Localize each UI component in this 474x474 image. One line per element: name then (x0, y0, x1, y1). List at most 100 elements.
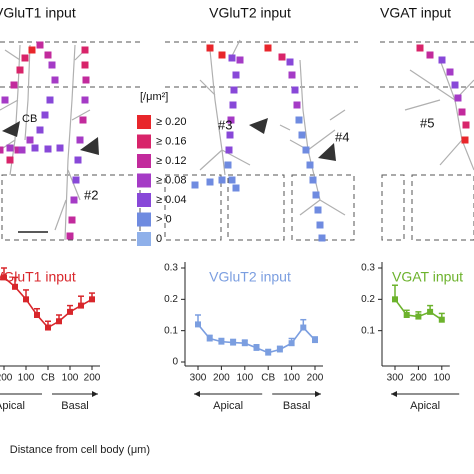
synapse-square (312, 191, 320, 199)
synapse-square (14, 146, 22, 154)
legend-label: ≥ 0.04 (156, 194, 187, 206)
synapse-square (228, 54, 236, 62)
arrow-head (391, 391, 397, 397)
x-tick-label: 200 (0, 373, 13, 384)
data-point (1, 274, 7, 281)
synapse-square (1, 96, 9, 104)
legend-label: ≥ 0.12 (156, 155, 187, 167)
synapse-square (6, 156, 14, 164)
synapse-square (36, 126, 44, 134)
synapse-square (286, 58, 294, 66)
chart-title: VGluT1 input (0, 269, 76, 285)
cell-label: #2 (84, 187, 98, 202)
data-point (265, 349, 272, 356)
synapse-square (461, 136, 469, 144)
synapse-square (68, 216, 76, 224)
synapse-square (314, 206, 322, 214)
synapse-square (56, 144, 64, 152)
synapse-square (264, 44, 272, 52)
synapse-square (298, 131, 306, 139)
synapse-square (51, 76, 59, 84)
synapse-square (79, 116, 87, 124)
synapse-square (41, 111, 49, 119)
synapse-square (18, 146, 26, 154)
legend-swatch (137, 173, 151, 188)
synapse-square (70, 196, 78, 204)
arrowheads (2, 118, 336, 161)
arrow-head (194, 391, 200, 397)
synapse-square (227, 116, 235, 124)
synapse-square (416, 44, 424, 52)
data-point (438, 316, 445, 323)
legend-label: > 0 (156, 213, 172, 225)
synapse-square (462, 121, 470, 129)
synapse-square (191, 181, 199, 189)
synapse-square (21, 54, 29, 62)
data-point (34, 312, 40, 318)
synapse-square (446, 68, 454, 76)
synapse-square (318, 234, 326, 242)
synapse-square (0, 146, 4, 154)
synapse-square (81, 46, 89, 54)
cell-label: #4 (335, 129, 349, 144)
y-tick-label: 0.2 (361, 294, 375, 305)
data-point (23, 296, 29, 303)
x-axis-label: Distance from cell body (μm) (10, 444, 150, 456)
synapse-square (224, 161, 232, 169)
cell-label: CB (22, 113, 37, 125)
x-tick-label: 100 (62, 373, 79, 384)
synapse-square (454, 94, 462, 102)
synapse-square (81, 96, 89, 104)
synapse-square (82, 76, 90, 84)
data-point (427, 308, 434, 315)
legend-label: ≥ 0.20 (156, 116, 187, 128)
y-tick-label: 0.2 (164, 294, 178, 305)
data-point (45, 324, 51, 331)
synapse-square (72, 176, 80, 184)
data-point (230, 339, 237, 346)
synapse-square (232, 71, 240, 79)
synapse-square (458, 108, 466, 116)
data-point (67, 308, 73, 315)
x-tick-label: CB (41, 373, 55, 384)
synapse-square (48, 61, 56, 69)
synapse-square (10, 81, 18, 89)
synapse-square (36, 41, 44, 49)
y-tick-label: 0.3 (164, 263, 178, 274)
charts: VGluT1 input 300 200 100 CB 100 200 Apical Basal… (0, 262, 463, 456)
data-point (78, 302, 84, 309)
synapse-square (6, 144, 14, 152)
synapse-square (206, 44, 214, 52)
synapse-square (225, 146, 233, 154)
legend-label: 0 (156, 233, 162, 245)
data-point (300, 324, 307, 331)
panel-title: VGAT input (380, 5, 451, 21)
synapse-square (46, 96, 54, 104)
chart-title: VGAT input (392, 269, 463, 285)
x-tick-label: 200 (84, 373, 101, 384)
data-point (56, 318, 62, 325)
arrow-head (315, 391, 321, 397)
x-tick-label: 200 (410, 373, 427, 384)
dendrites (0, 39, 474, 241)
y-tick-label: 0.1 (361, 325, 375, 336)
data-point (195, 321, 201, 328)
synapse-square (81, 61, 89, 69)
cell-label: #5 (420, 115, 434, 130)
x-tick-label: 200 (213, 373, 230, 384)
panel-title: VGluT2 input (209, 5, 291, 21)
synapse-square (302, 146, 310, 154)
legend-unit: [/μm²] (140, 91, 168, 103)
y-tick-label: 0.3 (361, 263, 375, 274)
region-label: Basal (283, 400, 311, 412)
synapse-square (291, 86, 299, 94)
synapse-square (206, 178, 214, 186)
synapse-markers (0, 41, 470, 242)
synapse-square (228, 176, 236, 184)
legend-swatch (137, 115, 151, 129)
region-label: Apical (0, 400, 25, 412)
synapse-square (293, 101, 301, 109)
synapse-square (74, 156, 82, 164)
data-point (218, 338, 225, 345)
